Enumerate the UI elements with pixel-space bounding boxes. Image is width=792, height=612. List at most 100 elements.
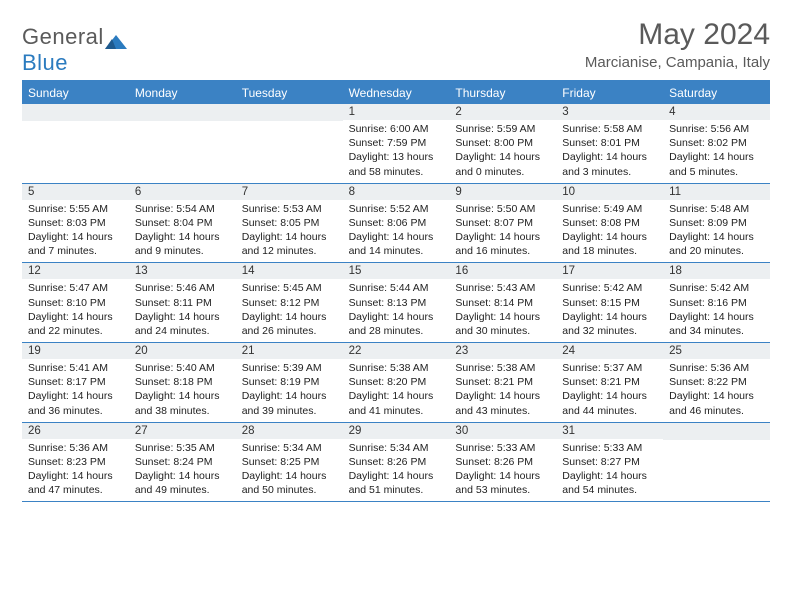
daylight-text: Daylight: 14 hours and 14 minutes. xyxy=(349,230,444,258)
location: Marcianise, Campania, Italy xyxy=(585,54,770,71)
day-cell: 3Sunrise: 5:58 AMSunset: 8:01 PMDaylight… xyxy=(556,104,663,183)
day-details: Sunrise: 5:36 AMSunset: 8:23 PMDaylight:… xyxy=(22,439,129,502)
weekday-wed: Wednesday xyxy=(343,82,450,104)
day-cell: 2Sunrise: 5:59 AMSunset: 8:00 PMDaylight… xyxy=(449,104,556,183)
day-number: 23 xyxy=(449,343,556,359)
day-cell: 19Sunrise: 5:41 AMSunset: 8:17 PMDayligh… xyxy=(22,343,129,422)
sunrise-text: Sunrise: 5:53 AM xyxy=(242,202,337,216)
day-number: 15 xyxy=(343,263,450,279)
sunset-text: Sunset: 8:07 PM xyxy=(455,216,550,230)
sunrise-text: Sunrise: 5:33 AM xyxy=(455,441,550,455)
day-number: 20 xyxy=(129,343,236,359)
daylight-text: Daylight: 14 hours and 47 minutes. xyxy=(28,469,123,497)
day-details: Sunrise: 5:59 AMSunset: 8:00 PMDaylight:… xyxy=(449,120,556,183)
day-details: Sunrise: 5:36 AMSunset: 8:22 PMDaylight:… xyxy=(663,359,770,422)
sunrise-text: Sunrise: 5:39 AM xyxy=(242,361,337,375)
day-number: 1 xyxy=(343,104,450,120)
sunset-text: Sunset: 8:11 PM xyxy=(135,296,230,310)
day-cell: 1Sunrise: 6:00 AMSunset: 7:59 PMDaylight… xyxy=(343,104,450,183)
sunset-text: Sunset: 8:02 PM xyxy=(669,136,764,150)
daylight-text: Daylight: 14 hours and 28 minutes. xyxy=(349,310,444,338)
day-number: 27 xyxy=(129,423,236,439)
daylight-text: Daylight: 14 hours and 3 minutes. xyxy=(562,150,657,178)
day-number: 30 xyxy=(449,423,556,439)
sunset-text: Sunset: 8:26 PM xyxy=(349,455,444,469)
weekday-mon: Monday xyxy=(129,82,236,104)
day-cell: 24Sunrise: 5:37 AMSunset: 8:21 PMDayligh… xyxy=(556,343,663,422)
day-cell xyxy=(129,104,236,183)
daylight-text: Daylight: 14 hours and 36 minutes. xyxy=(28,389,123,417)
sunset-text: Sunset: 8:18 PM xyxy=(135,375,230,389)
daylight-text: Daylight: 14 hours and 12 minutes. xyxy=(242,230,337,258)
sunrise-text: Sunrise: 5:49 AM xyxy=(562,202,657,216)
sunrise-text: Sunrise: 5:35 AM xyxy=(135,441,230,455)
day-details: Sunrise: 5:42 AMSunset: 8:15 PMDaylight:… xyxy=(556,279,663,342)
sunset-text: Sunset: 7:59 PM xyxy=(349,136,444,150)
day-details: Sunrise: 5:48 AMSunset: 8:09 PMDaylight:… xyxy=(663,200,770,263)
daylight-text: Daylight: 14 hours and 24 minutes. xyxy=(135,310,230,338)
daylight-text: Daylight: 14 hours and 9 minutes. xyxy=(135,230,230,258)
sunrise-text: Sunrise: 5:56 AM xyxy=(669,122,764,136)
day-details: Sunrise: 5:50 AMSunset: 8:07 PMDaylight:… xyxy=(449,200,556,263)
day-cell xyxy=(663,423,770,502)
week-row: 26Sunrise: 5:36 AMSunset: 8:23 PMDayligh… xyxy=(22,423,770,503)
sunrise-text: Sunrise: 5:36 AM xyxy=(28,441,123,455)
daylight-text: Daylight: 14 hours and 5 minutes. xyxy=(669,150,764,178)
day-details: Sunrise: 5:34 AMSunset: 8:26 PMDaylight:… xyxy=(343,439,450,502)
daylight-text: Daylight: 14 hours and 43 minutes. xyxy=(455,389,550,417)
weeks-container: 1Sunrise: 6:00 AMSunset: 7:59 PMDaylight… xyxy=(22,104,770,502)
header: GeneralBlue May 2024 Marcianise, Campani… xyxy=(22,18,770,76)
day-number: 2 xyxy=(449,104,556,120)
sunrise-text: Sunrise: 5:54 AM xyxy=(135,202,230,216)
day-number xyxy=(129,104,236,121)
day-number: 9 xyxy=(449,184,556,200)
week-row: 5Sunrise: 5:55 AMSunset: 8:03 PMDaylight… xyxy=(22,184,770,264)
sunset-text: Sunset: 8:24 PM xyxy=(135,455,230,469)
day-cell: 4Sunrise: 5:56 AMSunset: 8:02 PMDaylight… xyxy=(663,104,770,183)
day-cell: 29Sunrise: 5:34 AMSunset: 8:26 PMDayligh… xyxy=(343,423,450,502)
sunrise-text: Sunrise: 5:37 AM xyxy=(562,361,657,375)
day-cell xyxy=(22,104,129,183)
day-details: Sunrise: 5:33 AMSunset: 8:26 PMDaylight:… xyxy=(449,439,556,502)
sunrise-text: Sunrise: 5:44 AM xyxy=(349,281,444,295)
day-details: Sunrise: 5:35 AMSunset: 8:24 PMDaylight:… xyxy=(129,439,236,502)
sunset-text: Sunset: 8:21 PM xyxy=(455,375,550,389)
day-number: 11 xyxy=(663,184,770,200)
day-cell: 16Sunrise: 5:43 AMSunset: 8:14 PMDayligh… xyxy=(449,263,556,342)
day-cell: 18Sunrise: 5:42 AMSunset: 8:16 PMDayligh… xyxy=(663,263,770,342)
weekday-sun: Sunday xyxy=(22,82,129,104)
day-number: 25 xyxy=(663,343,770,359)
sunset-text: Sunset: 8:12 PM xyxy=(242,296,337,310)
day-cell: 10Sunrise: 5:49 AMSunset: 8:08 PMDayligh… xyxy=(556,184,663,263)
day-cell: 8Sunrise: 5:52 AMSunset: 8:06 PMDaylight… xyxy=(343,184,450,263)
day-details: Sunrise: 5:34 AMSunset: 8:25 PMDaylight:… xyxy=(236,439,343,502)
day-number xyxy=(663,423,770,440)
day-number: 21 xyxy=(236,343,343,359)
day-number xyxy=(22,104,129,121)
sunset-text: Sunset: 8:14 PM xyxy=(455,296,550,310)
sunrise-text: Sunrise: 5:55 AM xyxy=(28,202,123,216)
day-cell: 25Sunrise: 5:36 AMSunset: 8:22 PMDayligh… xyxy=(663,343,770,422)
day-details: Sunrise: 5:52 AMSunset: 8:06 PMDaylight:… xyxy=(343,200,450,263)
day-number: 28 xyxy=(236,423,343,439)
day-number: 10 xyxy=(556,184,663,200)
sunrise-text: Sunrise: 5:42 AM xyxy=(562,281,657,295)
sunrise-text: Sunrise: 5:47 AM xyxy=(28,281,123,295)
day-details: Sunrise: 5:40 AMSunset: 8:18 PMDaylight:… xyxy=(129,359,236,422)
sunrise-text: Sunrise: 5:34 AM xyxy=(349,441,444,455)
sunrise-text: Sunrise: 5:38 AM xyxy=(349,361,444,375)
day-number: 13 xyxy=(129,263,236,279)
sunset-text: Sunset: 8:16 PM xyxy=(669,296,764,310)
logo-text: GeneralBlue xyxy=(22,24,127,76)
day-details: Sunrise: 5:39 AMSunset: 8:19 PMDaylight:… xyxy=(236,359,343,422)
day-cell: 30Sunrise: 5:33 AMSunset: 8:26 PMDayligh… xyxy=(449,423,556,502)
daylight-text: Daylight: 14 hours and 50 minutes. xyxy=(242,469,337,497)
day-details: Sunrise: 5:55 AMSunset: 8:03 PMDaylight:… xyxy=(22,200,129,263)
sunrise-text: Sunrise: 5:41 AM xyxy=(28,361,123,375)
sunrise-text: Sunrise: 5:33 AM xyxy=(562,441,657,455)
day-number: 26 xyxy=(22,423,129,439)
day-details: Sunrise: 5:38 AMSunset: 8:20 PMDaylight:… xyxy=(343,359,450,422)
day-number: 5 xyxy=(22,184,129,200)
day-cell: 14Sunrise: 5:45 AMSunset: 8:12 PMDayligh… xyxy=(236,263,343,342)
daylight-text: Daylight: 14 hours and 16 minutes. xyxy=(455,230,550,258)
